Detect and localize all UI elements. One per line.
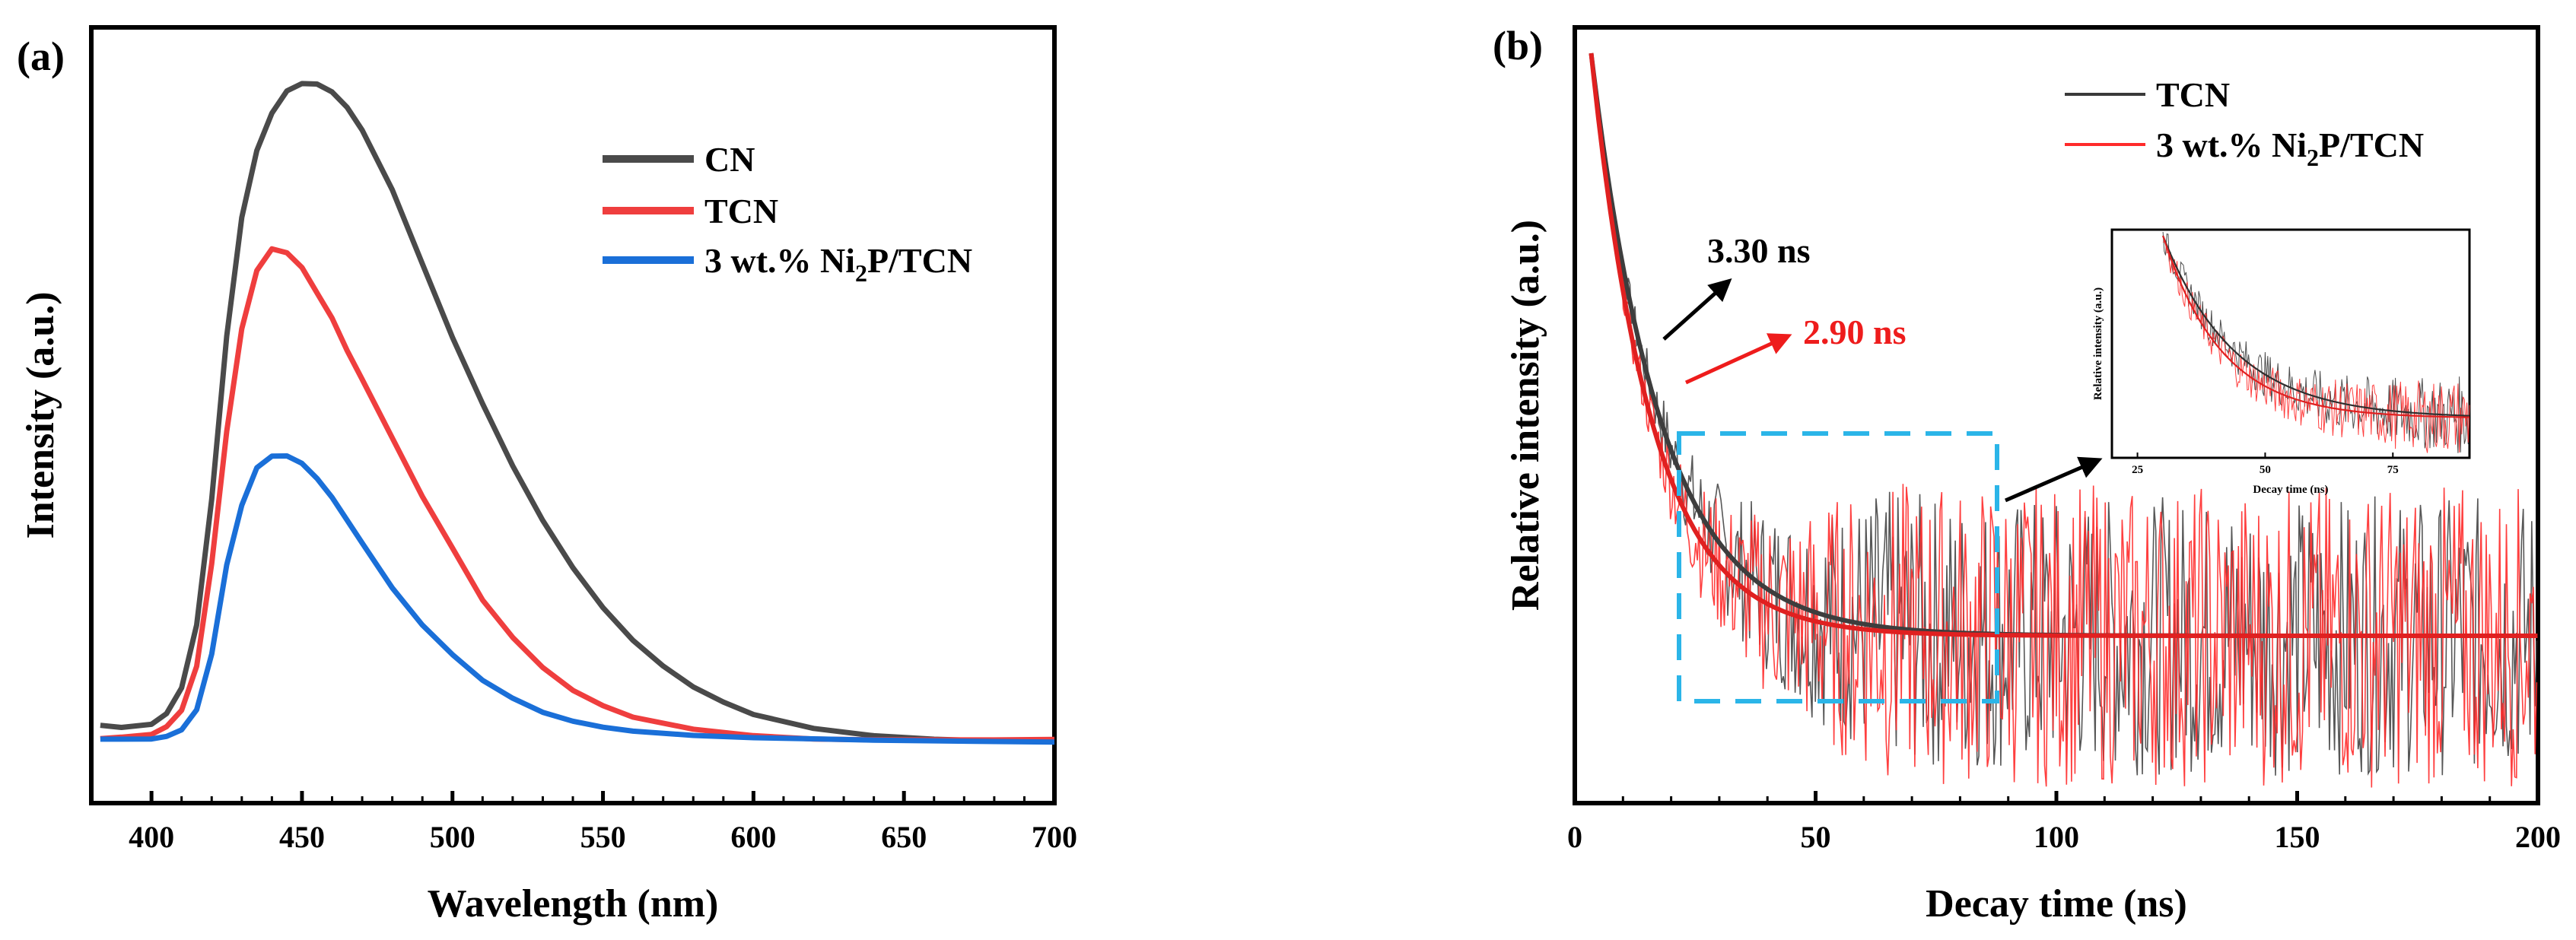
panel-a-x-axis-title: Wavelength (nm) <box>428 882 719 926</box>
panel-a-x-tick-label: 700 <box>1032 820 1077 854</box>
inset-x-tick-label: 75 <box>2387 464 2399 476</box>
panel-a-series-cn <box>100 81 1055 745</box>
panel-b-y-axis-title: Relative intensity (a.u.) <box>1504 220 1547 611</box>
tcn-lifetime-annotation: 3.30 ns <box>1707 231 1810 270</box>
zoom-to-inset-arrow <box>2005 456 2103 503</box>
legend-b-tcn-label: TCN <box>2156 75 2230 114</box>
panel-b-x-ticks: 0 50 100 150 200 <box>1567 791 2561 854</box>
legend-ni2p-tcn-label: 3 wt.% Ni2P/TCN <box>704 241 972 287</box>
panel-b-x-tick-label: 150 <box>2275 820 2320 854</box>
panel-a-legend: CN TCN 3 wt.% Ni2P/TCN <box>603 140 972 287</box>
panel-b-x-tick-label: 200 <box>2515 820 2561 854</box>
panel-a-series-3-wt-ni-p-tcn <box>100 453 1055 745</box>
inset-x-ticks: 25 50 75 <box>2132 453 2399 476</box>
panel-a-label: (a) <box>17 33 65 79</box>
panel-a-plot-frame <box>89 25 1057 805</box>
panel-b-x-axis-title: Decay time (ns) <box>1926 882 2187 926</box>
panel-a-x-tick-label: 650 <box>881 820 927 854</box>
inset-x-tick-label: 50 <box>2260 464 2271 476</box>
panel-b-x-tick-label: 50 <box>1801 820 1831 854</box>
tcn-lifetime-arrow <box>1662 278 1732 341</box>
panel-b-legend: TCN 3 wt.% Ni2P/TCN <box>2065 75 2424 171</box>
panel-a-x-ticks: 400 450 500 550 600 650 700 <box>129 791 1077 854</box>
panel-a-x-tick-label: 600 <box>730 820 776 854</box>
zoom-inset: 25 50 75 Decay time (ns) Relative intensit… <box>2092 228 2471 496</box>
ni2p-lifetime-arrow <box>1684 333 1792 385</box>
legend-b-ni2p-label: 3 wt.% Ni2P/TCN <box>2156 125 2424 171</box>
panel-a-x-tick-label: 550 <box>580 820 626 854</box>
panel-a-y-axis-title: Intensity (a.u.) <box>19 291 62 538</box>
panel-b-x-tick-label: 0 <box>1567 820 1582 854</box>
panel-b-ni2p-tcn-fit-curve <box>1589 52 2538 638</box>
panel-a-x-tick-label: 450 <box>279 820 325 854</box>
legend-cn-label: CN <box>704 140 755 179</box>
ni2p-lifetime-annotation: 2.90 ns <box>1803 313 1906 351</box>
panel-a-x-tick-label: 500 <box>430 820 475 854</box>
panel-b-label: (b) <box>1493 23 1543 68</box>
inset-x-tick-label: 25 <box>2132 464 2143 476</box>
inset-y-axis-title: Relative intensity (a.u.) <box>2092 287 2104 400</box>
panel-b-series-group <box>1589 52 2538 788</box>
panel-a-series-group <box>100 81 1055 745</box>
zoom-region-box <box>1677 431 1999 703</box>
inset-tcn-trace <box>2162 231 2470 453</box>
panel-a-series-tcn <box>100 246 1055 743</box>
inset-x-axis-title: Decay time (ns) <box>2253 484 2328 496</box>
panel-a: (a) 400 450 500 550 600 650 700 Wavelength (nm… <box>17 25 1077 926</box>
inset-ni2p-tcn-trace <box>2162 240 2470 453</box>
inset-series-group <box>2162 231 2470 453</box>
panel-b-x-tick-label: 100 <box>2034 820 2079 854</box>
inset-tcn-fit-curve <box>2162 235 2470 417</box>
legend-tcn-label: TCN <box>704 192 778 230</box>
inset-frame <box>2110 228 2471 459</box>
panel-a-x-tick-label: 400 <box>129 820 174 854</box>
inset-ni2p-tcn-fit-curve <box>2162 235 2470 418</box>
panel-b: (b) 0 50 100 150 200 Decay time (ns) Relativ… <box>1493 23 2561 926</box>
